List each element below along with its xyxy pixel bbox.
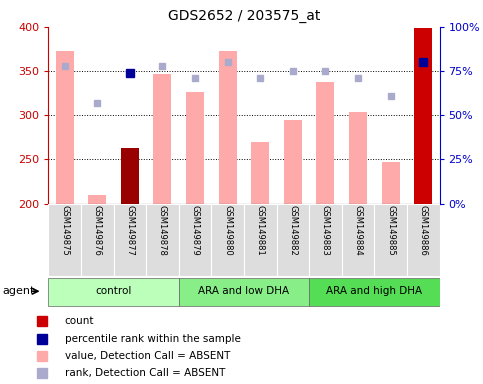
Text: GSM149875: GSM149875: [60, 205, 69, 256]
Text: GSM149877: GSM149877: [125, 205, 134, 256]
Text: GSM149886: GSM149886: [419, 205, 428, 256]
Bar: [179, 278, 309, 306]
Text: GSM149878: GSM149878: [158, 205, 167, 256]
Text: percentile rank within the sample: percentile rank within the sample: [65, 334, 241, 344]
Bar: [186, 92, 204, 204]
Text: control: control: [95, 286, 132, 296]
Text: GSM149876: GSM149876: [93, 205, 102, 256]
Title: GDS2652 / 203575_at: GDS2652 / 203575_at: [168, 9, 320, 23]
Bar: [244, 204, 277, 276]
Text: value, Detection Call = ABSENT: value, Detection Call = ABSENT: [65, 351, 230, 361]
Bar: [154, 74, 171, 204]
Text: GSM149884: GSM149884: [354, 205, 363, 256]
Text: count: count: [65, 316, 94, 326]
Text: GSM149879: GSM149879: [190, 205, 199, 256]
Bar: [316, 82, 334, 204]
Bar: [284, 121, 302, 204]
Text: GSM149880: GSM149880: [223, 205, 232, 256]
Bar: [219, 51, 237, 204]
Bar: [349, 112, 367, 204]
Bar: [382, 162, 399, 204]
Bar: [407, 204, 440, 276]
Bar: [309, 204, 342, 276]
Text: agent: agent: [2, 286, 35, 296]
Bar: [88, 195, 106, 204]
Text: GSM149883: GSM149883: [321, 205, 330, 256]
Text: GSM149881: GSM149881: [256, 205, 265, 256]
Text: ARA and high DHA: ARA and high DHA: [326, 286, 423, 296]
Bar: [81, 204, 114, 276]
Bar: [374, 204, 407, 276]
Bar: [414, 28, 432, 204]
Bar: [309, 278, 440, 306]
Bar: [121, 148, 139, 204]
Bar: [48, 204, 81, 276]
Bar: [342, 204, 374, 276]
Text: GSM149885: GSM149885: [386, 205, 395, 256]
Bar: [212, 204, 244, 276]
Bar: [179, 204, 212, 276]
Bar: [56, 51, 73, 204]
Text: rank, Detection Call = ABSENT: rank, Detection Call = ABSENT: [65, 368, 225, 378]
Text: ARA and low DHA: ARA and low DHA: [199, 286, 289, 296]
Text: GSM149882: GSM149882: [288, 205, 298, 256]
Bar: [114, 204, 146, 276]
Bar: [48, 278, 179, 306]
Bar: [276, 204, 309, 276]
Bar: [251, 142, 269, 204]
Bar: [146, 204, 179, 276]
